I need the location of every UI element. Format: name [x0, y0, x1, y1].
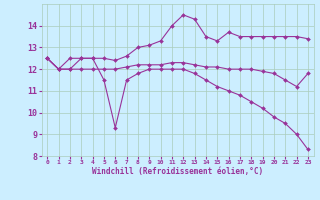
X-axis label: Windchill (Refroidissement éolien,°C): Windchill (Refroidissement éolien,°C): [92, 167, 263, 176]
